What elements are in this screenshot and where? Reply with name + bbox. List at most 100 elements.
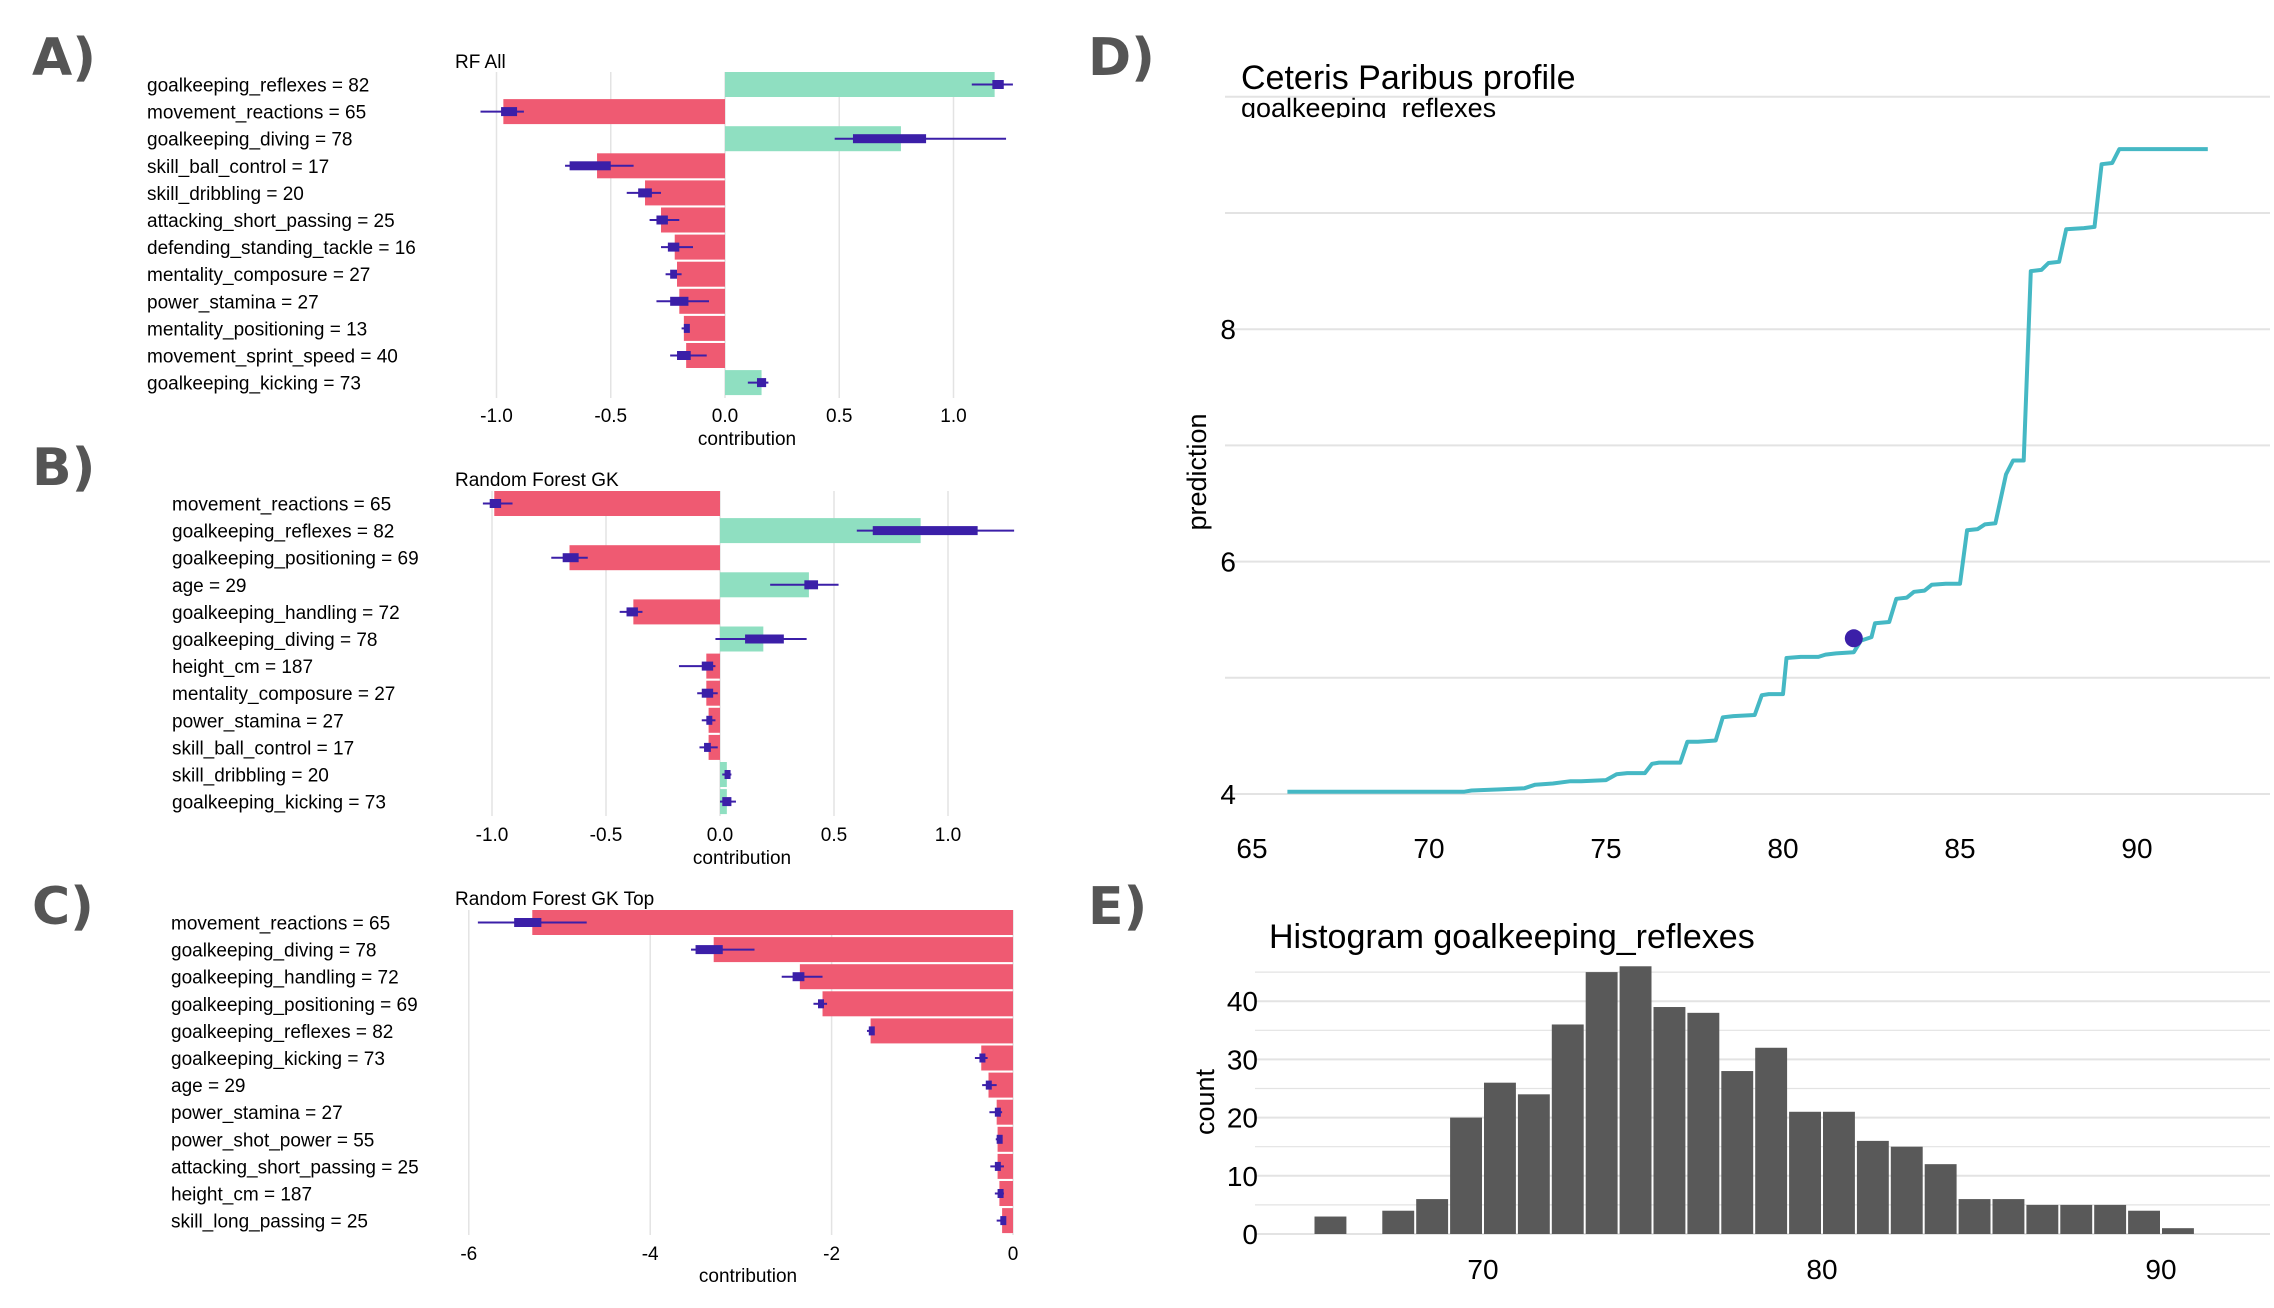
chart-title: Histogram goalkeeping_reflexes bbox=[1269, 918, 1755, 956]
interval-box bbox=[670, 296, 689, 306]
histogram-bar bbox=[1619, 966, 1652, 1234]
histogram-bar bbox=[1517, 1094, 1550, 1234]
contribution-bar bbox=[1002, 1208, 1013, 1234]
x-axis-title: contribution bbox=[699, 1266, 797, 1287]
histogram-bar bbox=[1721, 1071, 1754, 1234]
interval-box bbox=[756, 378, 767, 388]
feature-label: mentality_positioning = 13 bbox=[147, 319, 367, 340]
interval-box bbox=[514, 918, 542, 927]
x-tick-label: 75 bbox=[1590, 833, 1621, 864]
contribution-bar bbox=[870, 1018, 1013, 1044]
histogram-chart: Histogram goalkeeping_reflexes 0 10 20 30 40 7… bbox=[1190, 918, 2270, 1285]
feature-label: skill_dribbling = 20 bbox=[147, 184, 304, 205]
contribution-bar bbox=[713, 937, 1013, 963]
histogram-bar bbox=[2162, 1228, 2194, 1234]
contribution-bar bbox=[633, 599, 720, 625]
feature-label: movement_reactions = 65 bbox=[171, 914, 390, 935]
histogram-bar bbox=[1382, 1210, 1415, 1234]
histogram-bar bbox=[1314, 1216, 1347, 1234]
interval-box bbox=[667, 242, 680, 252]
interval-box bbox=[724, 770, 731, 779]
interval-box bbox=[1000, 1216, 1007, 1226]
chart-title: RF All bbox=[455, 52, 506, 73]
x-tick-label: -0.5 bbox=[590, 825, 623, 846]
x-tick-label: -1.0 bbox=[476, 825, 509, 846]
contribution-bar bbox=[683, 315, 725, 341]
histogram-bar bbox=[1890, 1146, 1923, 1234]
feature-label: goalkeeping_reflexes = 82 bbox=[147, 76, 369, 97]
interval-box bbox=[985, 1080, 992, 1090]
x-axis-title: contribution bbox=[698, 429, 796, 450]
interval-box bbox=[701, 661, 714, 671]
interval-box bbox=[745, 634, 784, 644]
contribution-bar bbox=[494, 491, 720, 516]
x-tick-label: 80 bbox=[1767, 833, 1798, 864]
feature-label: attacking_short_passing = 25 bbox=[171, 1157, 419, 1178]
feature-label: power_stamina = 27 bbox=[147, 292, 319, 313]
chart-title: Random Forest GK Top bbox=[455, 889, 654, 910]
interval-box bbox=[996, 1134, 1003, 1144]
contribution-bar bbox=[996, 1099, 1013, 1125]
interval-box bbox=[656, 215, 668, 225]
x-tick-label: 90 bbox=[2121, 833, 2152, 864]
feature-label: power_stamina = 27 bbox=[172, 711, 344, 732]
feature-label: age = 29 bbox=[171, 1076, 246, 1097]
ceteris-paribus-chart: Ceteris Paribus profilegoalkeeping_refle… bbox=[1182, 59, 2270, 864]
contribution-bar bbox=[725, 72, 995, 97]
x-tick-label: -4 bbox=[642, 1244, 659, 1265]
y-tick-label: 20 bbox=[1227, 1103, 1258, 1134]
interval-box bbox=[701, 688, 714, 698]
interval-box bbox=[704, 742, 711, 752]
contribution-bar bbox=[997, 1153, 1013, 1179]
x-tick-label: 0.0 bbox=[707, 825, 733, 846]
y-tick-label: 8 bbox=[1220, 314, 1236, 345]
y-axis-title: count bbox=[1190, 1068, 1220, 1135]
feature-label: skill_ball_control = 17 bbox=[147, 157, 329, 178]
x-tick-label: 80 bbox=[1806, 1254, 1837, 1285]
histogram-bar bbox=[1484, 1082, 1516, 1234]
profile-line bbox=[1287, 147, 2208, 794]
chart-title: Random Forest GK bbox=[455, 470, 619, 491]
histogram-bar bbox=[1416, 1199, 1449, 1234]
breakdown-chart-rf-all: RF All -1.0 -0.5 0.0 0.5 1.0 contribution goalk… bbox=[147, 52, 1013, 450]
interval-box bbox=[994, 1107, 1001, 1117]
interval-box bbox=[872, 526, 978, 536]
feature-label: goalkeeping_diving = 78 bbox=[147, 130, 352, 151]
interval-box bbox=[683, 323, 690, 333]
interval-box bbox=[677, 351, 691, 360]
feature-label: skill_dribbling = 20 bbox=[172, 766, 329, 787]
histogram-bar bbox=[1992, 1199, 2025, 1234]
feature-label: mentality_composure = 27 bbox=[172, 684, 395, 705]
contribution-bar bbox=[503, 99, 725, 125]
interval-box bbox=[997, 1189, 1004, 1198]
interval-box bbox=[695, 945, 723, 955]
feature-label: goalkeeping_diving = 78 bbox=[172, 630, 377, 651]
feature-label: power_shot_power = 55 bbox=[171, 1130, 374, 1151]
contribution-bar bbox=[532, 910, 1013, 935]
interval-box bbox=[638, 188, 652, 198]
x-tick-label: 0 bbox=[1008, 1244, 1019, 1265]
feature-label: goalkeeping_positioning = 69 bbox=[172, 549, 419, 570]
histogram-bar bbox=[2026, 1204, 2059, 1234]
interval-box bbox=[722, 797, 732, 807]
feature-label: mentality_composure = 27 bbox=[147, 265, 370, 286]
histogram-bar bbox=[2060, 1204, 2093, 1234]
histogram-bar bbox=[1687, 1012, 1720, 1234]
feature-label: goalkeeping_positioning = 69 bbox=[171, 995, 418, 1016]
x-tick-label: 0.0 bbox=[712, 406, 738, 427]
y-tick-label: 10 bbox=[1227, 1161, 1258, 1192]
contribution-bar bbox=[999, 1181, 1013, 1206]
feature-label: skill_ball_control = 17 bbox=[172, 738, 354, 759]
feature-label: goalkeeping_kicking = 73 bbox=[147, 374, 361, 395]
observation-point bbox=[1844, 629, 1863, 648]
x-tick-label: 1.0 bbox=[940, 406, 966, 427]
feature-label: defending_standing_tackle = 16 bbox=[147, 238, 416, 259]
panel-letter-c: C) bbox=[32, 877, 94, 937]
feature-label: goalkeeping_handling = 72 bbox=[171, 968, 399, 989]
interval-box bbox=[817, 999, 824, 1009]
interval-box bbox=[562, 553, 579, 563]
feature-label: movement_reactions = 65 bbox=[172, 495, 391, 516]
contribution-bar bbox=[822, 991, 1013, 1017]
x-tick-label: 85 bbox=[1944, 833, 1975, 864]
histogram-bar bbox=[1924, 1164, 1957, 1234]
